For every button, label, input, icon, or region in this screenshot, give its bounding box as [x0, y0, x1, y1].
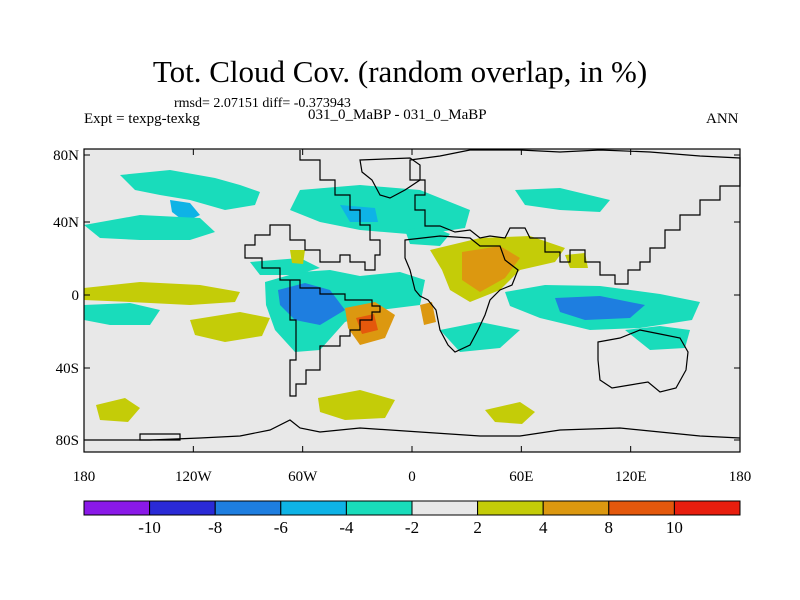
neg-region-s-indian — [440, 322, 520, 352]
latitude-axis: 80N 40N 0 40S 80S — [53, 148, 740, 449]
neg-region-asia — [515, 188, 610, 212]
colorbar-swatch — [345, 500, 413, 516]
pos-region-tibet — [290, 250, 305, 264]
colorbar-label: 2 — [473, 518, 482, 537]
coastline-antarctic-ice — [139, 433, 181, 441]
colorbar-label: -10 — [138, 518, 161, 537]
neg-region-indian-pacific-core — [555, 296, 645, 320]
pos-region-southern-ocean-3 — [485, 402, 535, 424]
lat-label: 80N — [53, 148, 79, 164]
experiment-ids: 031_0_MaBP - 031_0_MaBP — [308, 107, 487, 123]
lat-label: 0 — [72, 288, 80, 304]
pos-region-w-africa — [420, 302, 436, 325]
coastline-south-america — [289, 279, 381, 397]
pos-region-africa-arabia-core — [462, 246, 520, 292]
neg-region-asia-2 — [405, 226, 450, 246]
lon-label: 60W — [288, 469, 318, 485]
lon-label: 180 — [73, 469, 96, 485]
colorbar-label: -6 — [274, 518, 288, 537]
coastline-antarctica — [84, 419, 741, 441]
colorbar-swatch — [542, 500, 610, 516]
colorbar-label: 4 — [539, 518, 548, 537]
lon-label: 0 — [408, 469, 416, 485]
neg-region-n-pacific — [120, 170, 260, 210]
coastline-greenland — [359, 157, 421, 199]
season-label: ANN — [706, 111, 739, 127]
anomaly-fields — [84, 170, 700, 424]
colorbar-swatch — [280, 500, 347, 516]
colorbar-swatch — [608, 500, 675, 516]
lon-label: 120E — [615, 469, 647, 485]
lon-label: 180 — [729, 469, 752, 485]
colorbar-swatch — [149, 500, 216, 516]
coastline-africa — [404, 235, 519, 353]
coastline-north-america — [244, 150, 381, 281]
neg-region-s-pacific — [84, 303, 160, 325]
colorbar-swatch — [214, 500, 282, 516]
colorbar-swatch — [673, 500, 741, 516]
colorbar-swatch — [83, 500, 151, 516]
lon-label: 120W — [175, 469, 213, 485]
experiment-label: Expt = texpg-texkg — [84, 111, 200, 127]
neg-region-australia — [625, 326, 690, 350]
longitude-axis: 180 120W 60W 0 60E 120E 180 — [73, 149, 752, 485]
neg-region-n-pacific-2 — [84, 215, 215, 240]
coastlines — [84, 149, 741, 441]
lon-label: 60E — [509, 469, 533, 485]
colorbar: -10 -8 -6 -4 -2 2 4 8 10 — [83, 500, 741, 537]
lat-label: 40S — [56, 361, 79, 377]
lat-label: 40N — [53, 215, 79, 231]
colorbar-label: 8 — [605, 518, 614, 537]
colorbar-label: -2 — [405, 518, 419, 537]
colorbar-label: 10 — [666, 518, 683, 537]
neg-region-n-pacific-core — [170, 200, 200, 222]
stats-text: rmsd= 2.07151 diff= -0.373943 — [174, 96, 351, 111]
lat-label: 80S — [56, 433, 79, 449]
pos-region-southern-ocean-1 — [318, 390, 395, 420]
colorbar-label: -4 — [339, 518, 354, 537]
colorbar-swatch — [477, 500, 544, 516]
pos-region-se-asia — [565, 253, 588, 268]
pos-region-southern-ocean-2 — [96, 398, 140, 422]
coastline-australia — [597, 329, 689, 393]
colorbar-label: -8 — [208, 518, 222, 537]
pos-region-equatorial-atlantic — [84, 282, 240, 305]
colorbar-swatch — [411, 500, 479, 516]
pos-region-s-pacific — [190, 312, 270, 342]
plot-title: Tot. Cloud Cov. (random overlap, in %) — [152, 54, 648, 89]
